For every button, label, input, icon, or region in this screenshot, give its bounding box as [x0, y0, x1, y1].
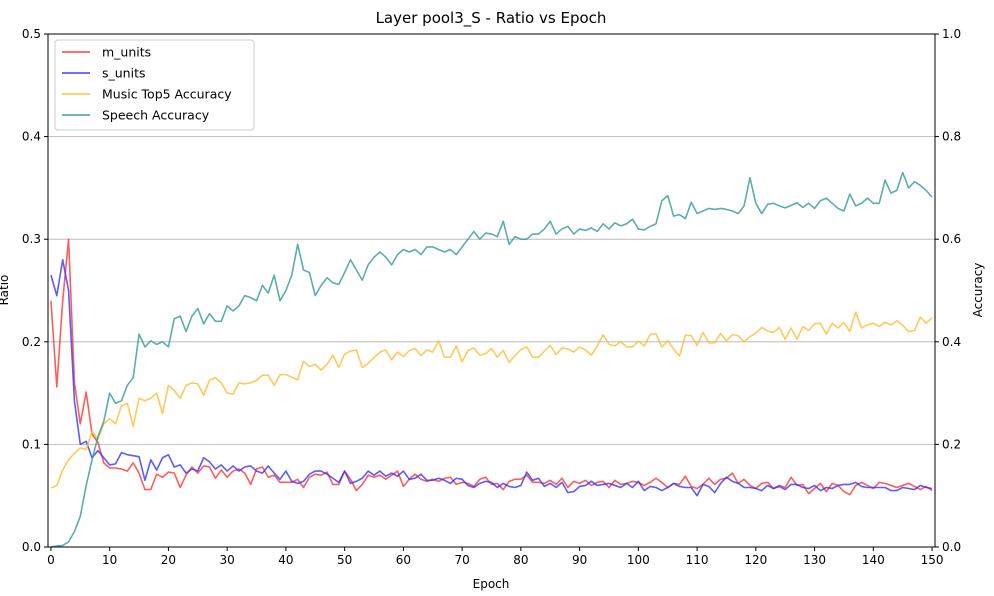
x-tick-label-15: 150 — [921, 553, 944, 567]
y-axis-label: Ratio — [0, 275, 11, 306]
y2-tick-label-4: 0.8 — [942, 130, 961, 144]
y2-axis-ticks: 0.0 0.2 0.4 0.6 0.8 1.0 — [935, 27, 961, 554]
chart-title: Layer pool3_S - Ratio vs Epoch — [376, 9, 607, 28]
x-tick-label-8: 80 — [513, 553, 528, 567]
y-axis-ticks: 0.0 0.1 0.2 0.3 0.4 0.5 — [22, 27, 48, 554]
y2-tick-label-0: 0.0 — [942, 540, 961, 554]
x-tick-label-6: 60 — [396, 553, 411, 567]
y2-tick-label-5: 1.0 — [942, 27, 961, 41]
x-tick-label-5: 50 — [337, 553, 352, 567]
legend-label-speech-accuracy: Speech Accuracy — [102, 108, 210, 123]
x-tick-label-12: 120 — [744, 553, 767, 567]
legend: m_units s_units Music Top5 Accuracy Speech … — [54, 39, 255, 131]
legend-label-m-units: m_units — [102, 45, 151, 60]
x-tick-label-10: 100 — [627, 553, 650, 567]
x-tick-label-1: 10 — [102, 553, 117, 567]
x-tick-label-7: 70 — [454, 553, 469, 567]
x-tick-label-2: 20 — [161, 553, 176, 567]
y2-axis-label: Accuracy — [971, 263, 985, 318]
y2-tick-label-3: 0.6 — [942, 232, 961, 246]
y-tick-label-1: 0.1 — [22, 437, 41, 451]
y-tick-label-3: 0.3 — [22, 232, 41, 246]
y-tick-label-0: 0.0 — [22, 540, 41, 554]
series-line-m-units — [50, 238, 933, 496]
x-tick-label-13: 130 — [803, 553, 826, 567]
y-tick-label-2: 0.2 — [22, 335, 41, 349]
y-tick-label-5: 0.5 — [22, 27, 41, 41]
plot-frame — [47, 33, 936, 548]
series-line-speech-accuracy — [50, 171, 933, 548]
x-tick-label-4: 40 — [278, 553, 293, 567]
x-axis-ticks: 0 10 20 30 40 50 60 70 80 90 100 110 120 130 140 150 — [47, 547, 944, 567]
x-tick-label-3: 30 — [220, 553, 235, 567]
plot-lines — [50, 171, 933, 548]
legend-box — [54, 39, 255, 131]
legend-label-music-top5-accuracy: Music Top5 Accuracy — [102, 87, 232, 102]
x-tick-label-11: 110 — [686, 553, 709, 567]
legend-label-s-units: s_units — [102, 66, 146, 81]
x-axis-label: Epoch — [473, 577, 510, 591]
series-line-music-top5-accuracy — [50, 311, 933, 489]
y-tick-label-4: 0.4 — [22, 130, 41, 144]
x-tick-label-14: 140 — [862, 553, 885, 567]
x-tick-label-0: 0 — [47, 553, 55, 567]
series-line-s-units — [50, 258, 933, 497]
x-tick-label-9: 90 — [572, 553, 587, 567]
y2-tick-label-1: 0.2 — [942, 437, 961, 451]
y2-tick-label-2: 0.4 — [942, 335, 961, 349]
